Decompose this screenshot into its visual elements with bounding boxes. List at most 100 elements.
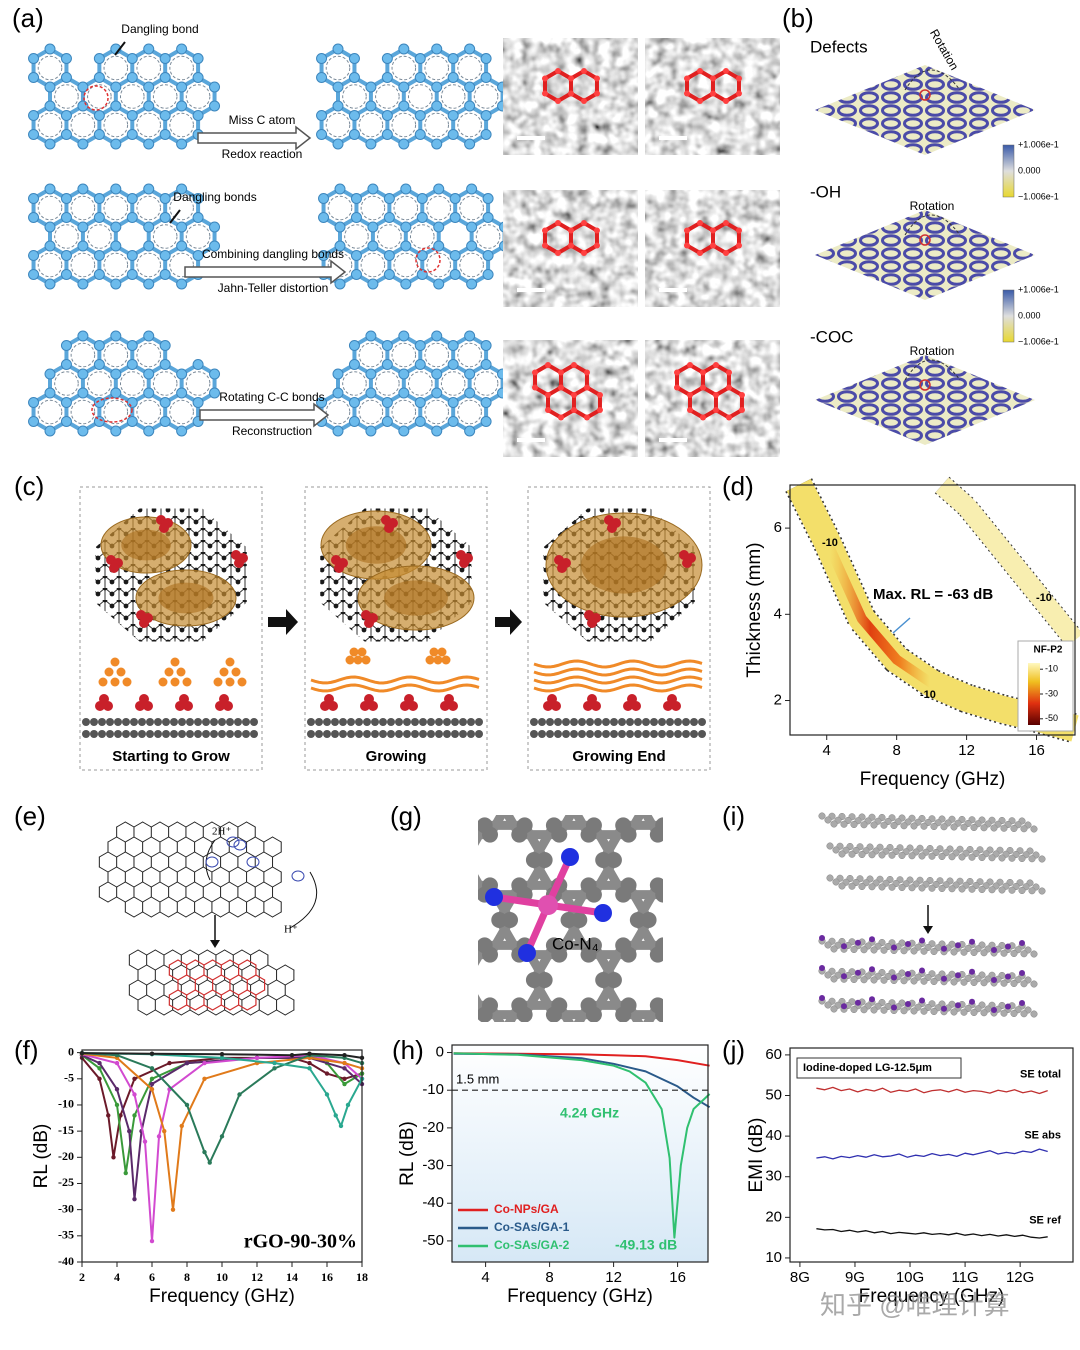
ring bbox=[457, 342, 482, 368]
functional-group bbox=[233, 839, 247, 851]
bond bbox=[206, 994, 217, 1001]
atom bbox=[674, 384, 681, 391]
substrate-atom bbox=[435, 718, 443, 726]
iodine-atom bbox=[855, 939, 861, 946]
substrate-atom bbox=[194, 718, 202, 726]
bond bbox=[203, 989, 214, 996]
bond bbox=[742, 860, 762, 895]
ring bbox=[169, 399, 194, 425]
bond bbox=[128, 979, 139, 986]
bond bbox=[159, 851, 170, 858]
substrate-atom bbox=[347, 718, 355, 726]
atom bbox=[442, 947, 458, 963]
colorbar-label: +1.006e-1 bbox=[1018, 284, 1059, 294]
defect-site bbox=[919, 89, 931, 101]
bond bbox=[133, 836, 144, 843]
atom bbox=[735, 75, 742, 82]
carbon-atom bbox=[1030, 825, 1038, 833]
bond bbox=[250, 1009, 260, 1016]
marker bbox=[342, 1081, 347, 1087]
atom bbox=[542, 242, 549, 249]
atom bbox=[414, 129, 426, 140]
bond bbox=[168, 974, 179, 981]
atom bbox=[367, 183, 379, 195]
atom bbox=[447, 53, 459, 64]
growth-layer bbox=[533, 659, 703, 669]
subtitle: Iodine-doped LG-12.5μm bbox=[803, 1062, 932, 1074]
ring bbox=[325, 112, 351, 138]
atom bbox=[447, 397, 459, 408]
atom bbox=[482, 250, 494, 261]
atom bbox=[480, 129, 492, 140]
carbon-atom bbox=[850, 975, 858, 984]
carbon-atom bbox=[988, 886, 996, 894]
marker bbox=[170, 1207, 176, 1212]
substrate-atom bbox=[138, 730, 146, 738]
iodine-atom bbox=[955, 1002, 961, 1009]
colorbar bbox=[1002, 144, 1015, 198]
bond bbox=[154, 994, 165, 1001]
functional-group bbox=[226, 836, 240, 848]
bond bbox=[254, 866, 265, 873]
row-label: Defects bbox=[810, 37, 868, 56]
marker bbox=[156, 1134, 162, 1139]
ring bbox=[459, 195, 484, 221]
marker bbox=[338, 1123, 344, 1129]
bond bbox=[232, 949, 243, 956]
y-axis-label: RL (dB) bbox=[397, 1121, 418, 1186]
iodine-atom bbox=[905, 971, 911, 977]
bond bbox=[159, 911, 170, 918]
growth-layer bbox=[533, 683, 703, 693]
bond bbox=[430, 920, 450, 955]
process-arrow bbox=[495, 609, 522, 635]
atom bbox=[332, 43, 344, 55]
carbon-atom bbox=[910, 822, 918, 830]
atom bbox=[126, 110, 138, 121]
carbon-atom bbox=[950, 1008, 958, 1016]
marker bbox=[149, 1087, 155, 1092]
bond bbox=[198, 979, 208, 986]
iodine-atom bbox=[991, 977, 997, 983]
atom bbox=[176, 100, 188, 112]
substrate-atom bbox=[315, 730, 323, 738]
bond bbox=[142, 851, 152, 858]
functional-group bbox=[205, 856, 219, 868]
ring bbox=[103, 195, 129, 221]
atom bbox=[77, 387, 89, 399]
atom bbox=[398, 43, 410, 55]
atom bbox=[630, 792, 646, 808]
ring bbox=[152, 371, 178, 396]
substrate-atom bbox=[138, 718, 146, 726]
atom bbox=[28, 269, 40, 280]
pointer bbox=[169, 209, 181, 224]
chem-label: 2H⁺ bbox=[212, 826, 231, 838]
substrate-atom bbox=[122, 730, 130, 738]
substrate-atom bbox=[546, 730, 554, 738]
bond bbox=[211, 896, 222, 903]
atom bbox=[431, 100, 443, 112]
atom bbox=[93, 193, 105, 204]
ring bbox=[440, 371, 466, 396]
atom bbox=[348, 110, 360, 121]
substrate-atom bbox=[347, 730, 355, 738]
atom bbox=[93, 110, 105, 121]
bond bbox=[224, 964, 234, 971]
x-tick-label: 6 bbox=[149, 1270, 155, 1284]
substrate-atom bbox=[411, 718, 419, 726]
bond bbox=[168, 1004, 179, 1011]
ring bbox=[377, 224, 402, 249]
atom bbox=[724, 1007, 740, 1023]
substrate-atom bbox=[538, 718, 546, 726]
bond bbox=[802, 980, 822, 1015]
carbon-atom bbox=[880, 1006, 888, 1014]
atom bbox=[580, 220, 587, 226]
annotation-arrow bbox=[892, 617, 911, 634]
bond bbox=[272, 911, 282, 918]
atom bbox=[126, 416, 138, 427]
marker bbox=[97, 1076, 102, 1081]
atom bbox=[381, 72, 393, 83]
carbon-atom bbox=[860, 946, 868, 954]
atom bbox=[143, 387, 155, 399]
atom bbox=[754, 1007, 770, 1023]
bond bbox=[220, 881, 230, 888]
